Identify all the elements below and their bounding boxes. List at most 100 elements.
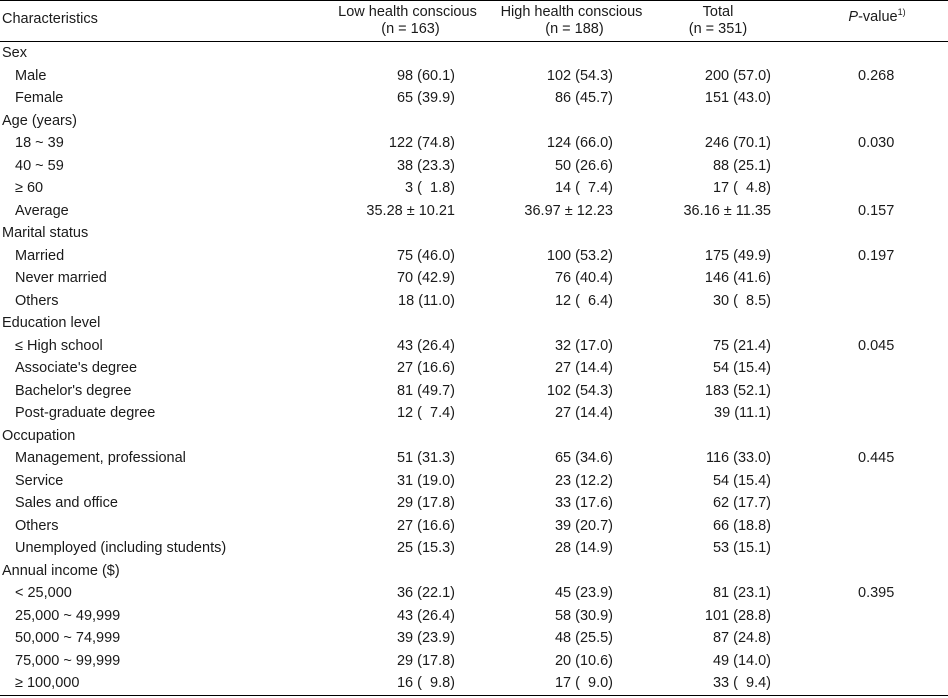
cell-p-value bbox=[778, 155, 948, 178]
table-row: < 25,000 36 (22.1) 45 (23.9) 81 (23.1) 0.395 bbox=[0, 582, 948, 605]
section-label: Age (years) bbox=[2, 112, 77, 129]
row-label: 75,000 ~ 99,999 bbox=[15, 652, 121, 669]
table-row: Service 31 (19.0) 23 (12.2) 54 (15.4) bbox=[0, 470, 948, 493]
cell-high-health-conscious bbox=[485, 312, 658, 335]
cell-high-health-conscious: 32 (17.0) bbox=[554, 337, 613, 354]
section-label: Marital status bbox=[2, 225, 89, 241]
row-label: ≤ High school bbox=[15, 337, 103, 354]
header-high-health-conscious: High health conscious (n = 188) bbox=[485, 0, 658, 42]
cell-high-health-conscious: 28 (14.9) bbox=[554, 540, 613, 556]
row-label: Others bbox=[15, 517, 59, 534]
cell-p-value bbox=[778, 537, 948, 560]
cell-total: 49 (14.0) bbox=[712, 652, 771, 669]
cell-p-value bbox=[778, 110, 948, 133]
cell-total bbox=[658, 560, 778, 583]
cell-low-health-conscious: 29 (17.8) bbox=[396, 495, 455, 511]
header-row: Characteristics Low health conscious (n … bbox=[0, 0, 948, 42]
cell-low-health-conscious bbox=[330, 312, 485, 335]
cell-low-health-conscious: 18 (11.0) bbox=[398, 292, 455, 309]
row-label: Bachelor's degree bbox=[15, 382, 132, 399]
table-row: Management, professional 51 (31.3) 65 (34.… bbox=[0, 447, 948, 470]
cell-total: 66 (18.8) bbox=[712, 517, 771, 534]
table-row: ≥ 60 3 ( 1.8) 14 ( 7.4) 17 ( 4.8) bbox=[0, 177, 948, 200]
cell-high-health-conscious: 102 (54.3) bbox=[546, 67, 613, 84]
cell-low-health-conscious: 31 (19.0) bbox=[396, 472, 455, 489]
row-label: Service bbox=[15, 472, 64, 489]
cell-low-health-conscious: 16 ( 9.8) bbox=[330, 672, 485, 696]
table-row: Female 65 (39.9) 86 (45.7) 151 (43.0) bbox=[0, 87, 948, 110]
table-row: 40 ~ 59 38 (23.3) 50 (26.6) 88 (25.1) bbox=[0, 155, 948, 178]
row-label: Unemployed (including students) bbox=[15, 540, 227, 556]
cell-p-value: 0.197 bbox=[858, 247, 895, 264]
section-row: Sex bbox=[0, 42, 948, 65]
cell-high-health-conscious: 86 (45.7) bbox=[554, 90, 613, 106]
table-row: Associate's degree 27 (16.6) 27 (14.4) 54 (… bbox=[0, 357, 948, 380]
cell-total: 246 (70.1) bbox=[704, 135, 771, 151]
cell-p-value bbox=[778, 627, 948, 650]
row-label: ≥ 60 bbox=[15, 180, 44, 196]
cell-p-value: 0.268 bbox=[858, 67, 895, 84]
row-label: Sales and office bbox=[15, 495, 118, 511]
cell-p-value: 0.445 bbox=[858, 450, 895, 466]
cell-high-health-conscious: 20 (10.6) bbox=[554, 652, 613, 669]
table-row: Sales and office 29 (17.8) 33 (17.6) 62 (17… bbox=[0, 492, 948, 515]
cell-low-health-conscious: 25 (15.3) bbox=[396, 540, 455, 556]
cell-low-health-conscious: 12 ( 7.4) bbox=[396, 405, 455, 421]
cell-total: 17 ( 4.8) bbox=[712, 180, 771, 196]
row-label: Female bbox=[15, 90, 64, 106]
cell-low-health-conscious: 27 (16.6) bbox=[396, 360, 455, 376]
cell-high-health-conscious: 100 (53.2) bbox=[546, 247, 613, 264]
cell-total: 146 (41.6) bbox=[704, 270, 771, 286]
section-row: Annual income ($) bbox=[0, 560, 948, 583]
cell-p-value bbox=[778, 425, 948, 448]
cell-low-health-conscious bbox=[330, 222, 485, 245]
cell-p-value: 0.157 bbox=[858, 202, 895, 219]
row-label: 50,000 ~ 74,999 bbox=[15, 630, 121, 646]
cell-total bbox=[658, 312, 778, 335]
table-row: ≤ High school 43 (26.4) 32 (17.0) 75 (21.4)… bbox=[0, 335, 948, 358]
cell-p-value bbox=[778, 222, 948, 245]
cell-high-health-conscious: 102 (54.3) bbox=[546, 382, 613, 399]
cell-p-value bbox=[778, 672, 948, 696]
cell-total: 36.16 ± 11.35 bbox=[683, 202, 771, 219]
cell-low-health-conscious bbox=[330, 560, 485, 583]
table-row: ≥ 100,000 16 ( 9.8) 17 ( 9.0) 33 ( 9.4) bbox=[0, 672, 948, 696]
cell-low-health-conscious: 81 (49.7) bbox=[396, 382, 455, 399]
table-row: Unemployed (including students) 25 (15.3)… bbox=[0, 537, 948, 560]
cell-high-health-conscious: 17 ( 9.0) bbox=[485, 672, 658, 696]
cell-p-value bbox=[778, 290, 948, 313]
table-header: Characteristics Low health conscious (n … bbox=[0, 0, 948, 42]
cell-low-health-conscious: 51 (31.3) bbox=[396, 450, 455, 466]
cell-total: 88 (25.1) bbox=[712, 157, 771, 174]
cell-total: 62 (17.7) bbox=[712, 495, 771, 511]
header-low-n: (n = 163) bbox=[381, 21, 440, 37]
header-low-title: Low health conscious bbox=[338, 4, 477, 20]
cell-high-health-conscious bbox=[485, 42, 658, 65]
table-row: Others 18 (11.0) 12 ( 6.4) 30 ( 8.5) bbox=[0, 290, 948, 313]
cell-low-health-conscious: 70 (42.9) bbox=[396, 270, 455, 286]
cell-high-health-conscious: 14 ( 7.4) bbox=[554, 180, 613, 196]
cell-p-value bbox=[778, 87, 948, 110]
cell-low-health-conscious: 3 ( 1.8) bbox=[405, 180, 455, 196]
cell-high-health-conscious: 50 (26.6) bbox=[554, 157, 613, 174]
cell-high-health-conscious: 39 (20.7) bbox=[554, 517, 613, 534]
cell-p-value bbox=[778, 492, 948, 515]
cell-p-value bbox=[778, 470, 948, 493]
table-row: Male 98 (60.1) 102 (54.3) 200 (57.0) 0.268 bbox=[0, 65, 948, 88]
cell-low-health-conscious: 75 (46.0) bbox=[396, 247, 455, 264]
cell-p-value bbox=[778, 380, 948, 403]
cell-p-value: 0.395 bbox=[858, 585, 895, 601]
header-p-rest: -value bbox=[858, 9, 898, 25]
cell-total bbox=[658, 425, 778, 448]
cell-total: 116 (33.0) bbox=[705, 450, 771, 466]
cell-low-health-conscious: 43 (26.4) bbox=[396, 607, 455, 624]
cell-low-health-conscious: 65 (39.9) bbox=[396, 90, 455, 106]
row-label: Male bbox=[15, 67, 47, 84]
header-total: Total (n = 351) bbox=[658, 0, 778, 42]
cell-p-value bbox=[778, 177, 948, 200]
row-label: < 25,000 bbox=[15, 585, 72, 601]
header-total-n: (n = 351) bbox=[688, 21, 748, 37]
row-label: Post-graduate degree bbox=[15, 405, 156, 421]
row-label: Management, professional bbox=[15, 450, 186, 466]
cell-total: 87 (24.8) bbox=[712, 630, 771, 646]
